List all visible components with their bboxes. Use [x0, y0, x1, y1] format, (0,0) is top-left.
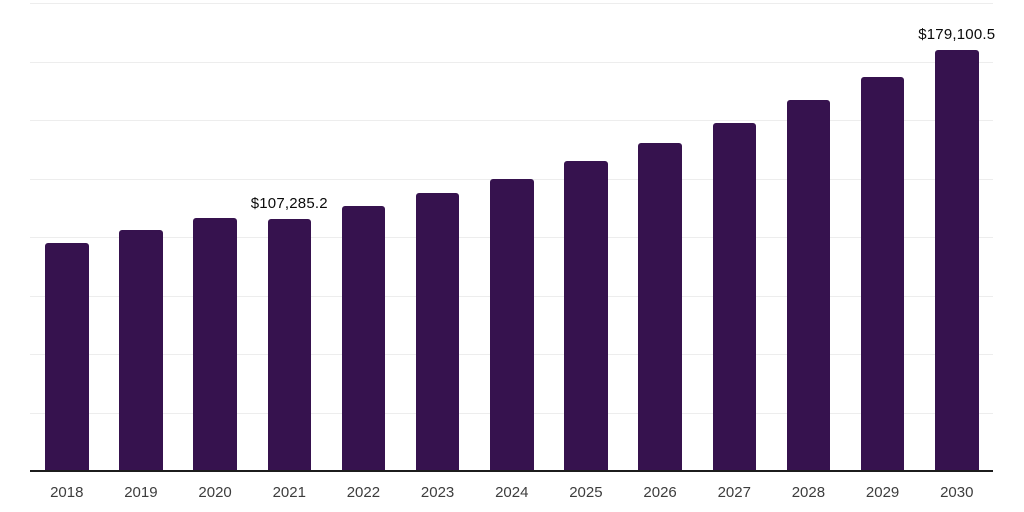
x-tick-label-2026: 2026 [643, 484, 677, 501]
bar-2025 [564, 161, 608, 471]
bar-2019 [119, 229, 163, 471]
x-tick-label-2027: 2027 [717, 484, 751, 501]
x-tick-label-2030: 2030 [940, 484, 974, 501]
value-label-2030: $179,100.5 [918, 26, 996, 44]
bar-2018 [45, 243, 89, 471]
x-axis-labels: 2018 2019 2020 2021 2022 2023 2024 2025 2026 2027… [0, 484, 1024, 504]
x-tick-label-2022: 2022 [346, 484, 381, 501]
x-axis-line [30, 470, 993, 472]
plot-area: $107,285.2 $179,100.5 [30, 3, 996, 471]
value-label-2021: $107,285.2 [250, 194, 328, 212]
x-tick-label-2024: 2024 [495, 484, 529, 501]
x-tick-label-2019: 2019 [124, 484, 158, 501]
x-tick-label-2018: 2018 [50, 484, 84, 501]
x-tick-label-2021: 2021 [272, 484, 306, 501]
x-tick-label-2020: 2020 [198, 484, 232, 501]
bar-2021 [267, 218, 311, 471]
bar-2028 [786, 100, 831, 471]
x-tick-label-2028: 2028 [791, 484, 826, 501]
bar-2022 [341, 205, 386, 471]
bar-2024 [490, 178, 534, 471]
x-tick-label-2029: 2029 [865, 484, 900, 501]
gridline [30, 120, 993, 121]
x-tick-label-2025: 2025 [569, 484, 603, 501]
gridline [30, 61, 993, 63]
x-tick-label-2023: 2023 [420, 484, 455, 501]
bar-2023 [415, 193, 460, 471]
bar-2020 [193, 218, 237, 471]
bar-2027 [712, 122, 756, 471]
gridline [30, 3, 993, 4]
bar-2029 [860, 77, 905, 471]
bar-2026 [638, 143, 682, 471]
bar-2030 [935, 50, 979, 471]
